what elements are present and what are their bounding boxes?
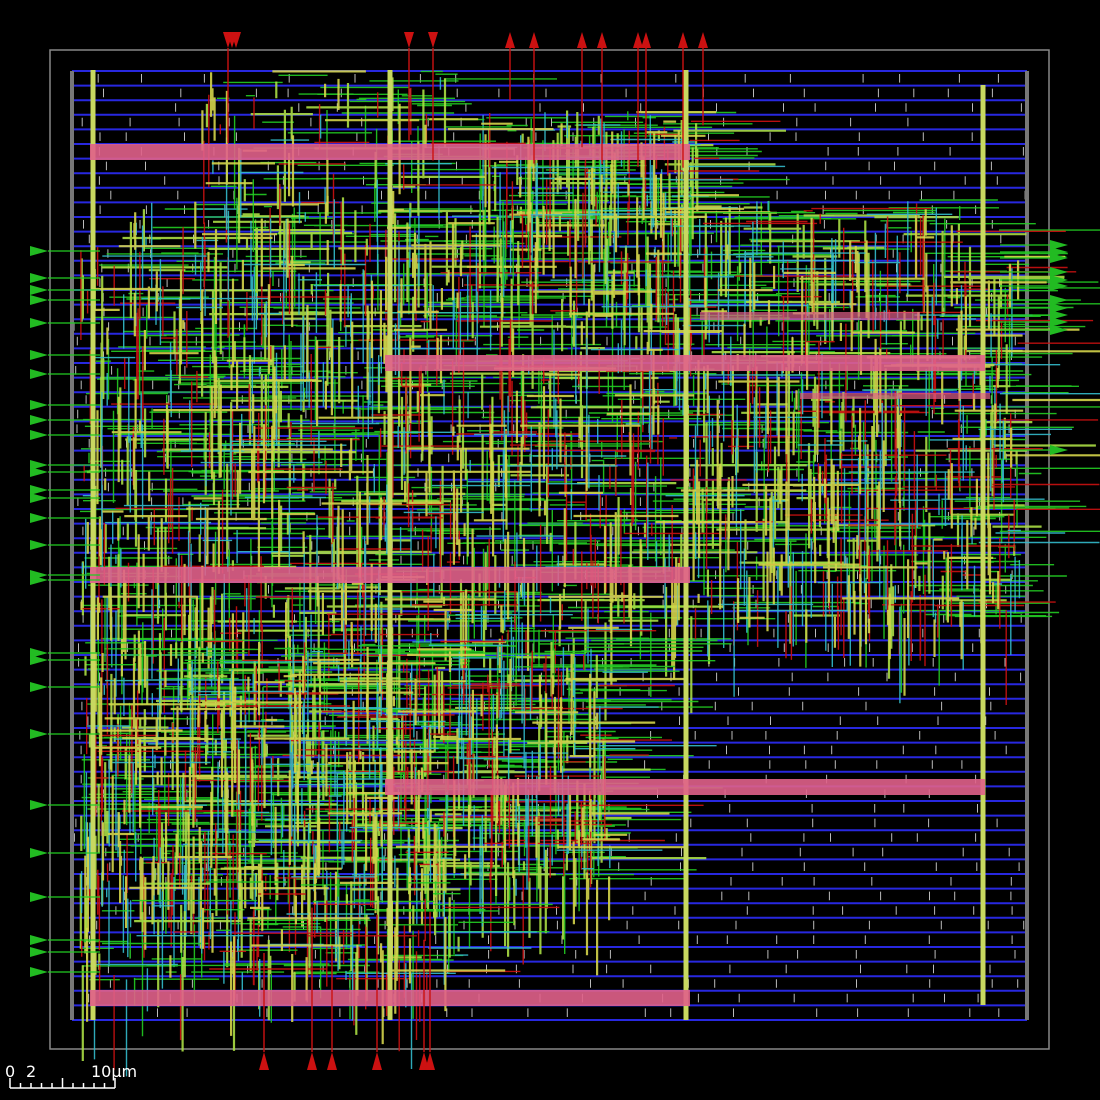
top-pin-in xyxy=(428,32,438,48)
pins xyxy=(30,32,1068,1070)
input-pin xyxy=(30,285,48,295)
power-strap-h xyxy=(90,567,690,583)
input-pin xyxy=(30,246,48,256)
input-pin xyxy=(30,400,48,410)
power-strap-h xyxy=(700,312,920,320)
wire-layer xyxy=(81,887,560,1071)
die-boundary xyxy=(49,49,1050,1050)
input-pin xyxy=(30,967,48,977)
input-pin xyxy=(30,682,48,692)
input-pin xyxy=(30,648,48,658)
input-pin xyxy=(30,350,48,360)
output-pin xyxy=(1050,325,1068,335)
input-pin xyxy=(30,493,48,503)
top-pin-out xyxy=(597,32,607,48)
output-pin xyxy=(1050,317,1068,327)
wire-layer xyxy=(81,881,461,1061)
input-pin xyxy=(30,273,48,283)
output-pin xyxy=(1050,445,1068,455)
power-strap-h xyxy=(385,779,985,795)
top-pin-out xyxy=(505,32,515,48)
input-pin xyxy=(30,513,48,523)
top-pin-out xyxy=(698,32,708,48)
power-strap-h xyxy=(385,355,985,371)
input-pin xyxy=(30,485,48,495)
scale-label: 0 xyxy=(5,1062,15,1081)
output-pin xyxy=(1050,295,1068,305)
wire-layer xyxy=(80,201,1100,714)
input-pin xyxy=(30,655,48,665)
power-strap-h xyxy=(90,990,690,1006)
input-pin xyxy=(30,947,48,957)
input-pin xyxy=(30,415,48,425)
bottom-pin xyxy=(372,1052,382,1070)
input-pin xyxy=(30,892,48,902)
output-pin xyxy=(1050,240,1068,250)
bottom-pin xyxy=(259,1052,269,1070)
input-pin xyxy=(30,430,48,440)
output-pin xyxy=(1050,310,1068,320)
top-pin-out xyxy=(641,32,651,48)
power-strap-h xyxy=(90,144,690,160)
input-pin xyxy=(30,467,48,477)
scale-bar: 0 2 10µm xyxy=(5,1062,137,1089)
input-pin xyxy=(30,848,48,858)
output-pin xyxy=(1050,303,1068,313)
input-pin xyxy=(30,800,48,810)
output-pin xyxy=(1050,267,1068,277)
input-pin xyxy=(30,575,48,585)
top-pin-in xyxy=(404,32,414,48)
wire-layer xyxy=(84,641,686,976)
input-pin xyxy=(30,318,48,328)
input-pin xyxy=(30,295,48,305)
top-pin-out xyxy=(577,32,587,48)
input-pin xyxy=(30,540,48,550)
top-pin-out xyxy=(529,32,539,48)
output-pin xyxy=(1050,253,1068,263)
input-pin xyxy=(30,460,48,470)
input-pin xyxy=(30,729,48,739)
scale-line xyxy=(9,1078,116,1089)
top-pin-in xyxy=(231,32,241,48)
output-pin xyxy=(1050,281,1068,291)
scale-label: 10µm xyxy=(91,1062,137,1081)
top-pin-out xyxy=(678,32,688,48)
top-pin-out xyxy=(633,32,643,48)
routing xyxy=(79,70,1100,1077)
bottom-pin xyxy=(307,1052,317,1070)
input-pin xyxy=(30,369,48,379)
bottom-pin xyxy=(327,1052,337,1070)
power-strap-h xyxy=(800,393,990,399)
scale-label: 2 xyxy=(26,1062,36,1081)
bottom-pin xyxy=(425,1052,435,1070)
power-grid xyxy=(90,70,990,1020)
input-pin xyxy=(30,935,48,945)
